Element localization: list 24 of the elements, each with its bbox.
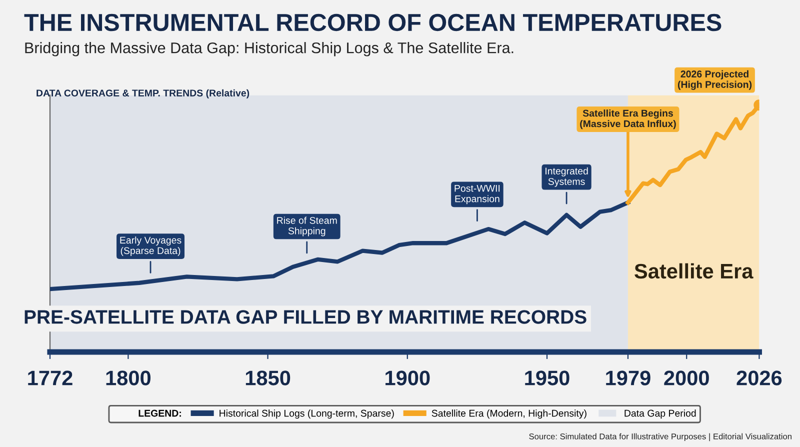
annotation: 2026 Projected (High Precision): [678, 70, 752, 90]
legend-label: Data Gap Period: [624, 410, 696, 419]
source-note: Source: Simulated Data for Illustrative Purposes | Editorial Visualization: [529, 433, 792, 442]
x-tick-label: 1900: [386, 370, 430, 386]
x-tick-label: 1850: [246, 370, 290, 386]
x-tick-label: 1979: [606, 370, 650, 386]
x-tick-label: 1950: [525, 370, 570, 386]
chart-subtitle: Bridging the Massive Data Gap: Historical Ship Logs & The Satellite Era.: [25, 42, 514, 56]
annotation: Post-WWII Expansion: [454, 184, 500, 204]
x-tick-label: 2000: [664, 370, 709, 386]
annotation: Early Voyages (Sparse Data): [120, 236, 182, 256]
annotation: Satellite Era: [634, 263, 754, 279]
legend-title: LEGEND:: [138, 410, 181, 417]
annotation: Integrated Systems: [546, 167, 588, 187]
chart-title: THE INSTRUMENTAL RECORD OF OCEAN TEMPERATURES: [24, 14, 722, 32]
x-tick-label: 2026: [736, 370, 782, 386]
annotation: PRE-SATELLITE DATA GAP FILLED BY MARITIME RECORDS: [24, 310, 586, 324]
legend-label: Satellite Era (Modern, High-Density): [432, 410, 586, 419]
x-tick-label: 1772: [28, 370, 72, 386]
x-tick-label: 1800: [106, 370, 150, 386]
annotation: Rise of Steam Shipping: [277, 216, 337, 236]
annotation: Satellite Era Begins (Massive Data Influx): [580, 110, 676, 130]
y-axis-title: DATA COVERAGE & TEMP. TRENDS (Relative): [36, 89, 250, 98]
legend-label: Historical Ship Logs (Long-term, Sparse): [220, 410, 394, 419]
